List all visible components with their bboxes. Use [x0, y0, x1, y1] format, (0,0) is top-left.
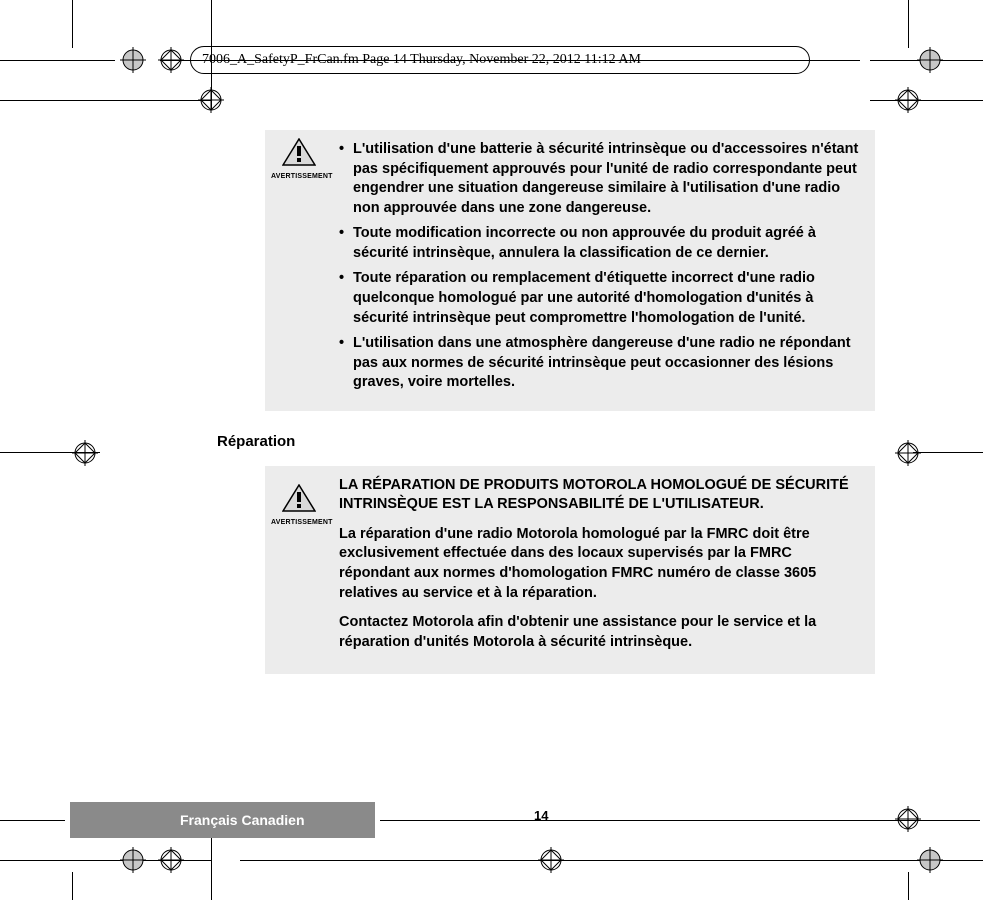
registration-mark-icon	[917, 847, 943, 873]
warning-bullet-list: L'utilisation d'une batterie à sécurité …	[339, 140, 861, 393]
registration-mark-icon	[895, 440, 921, 466]
crop-line	[380, 820, 980, 821]
registration-mark-icon	[120, 847, 146, 873]
bullet-item: L'utilisation dans une atmosphère danger…	[339, 334, 861, 393]
registration-mark-icon	[158, 47, 184, 73]
warning-label: AVERTISSEMENT	[271, 173, 327, 180]
crop-line	[211, 828, 212, 900]
crop-line	[0, 60, 115, 61]
crop-line	[0, 820, 65, 821]
bullet-item: Toute réparation ou remplacement d'étiqu…	[339, 269, 861, 328]
warning-icon-block: AVERTISSEMENT	[271, 138, 327, 180]
language-tab-label: Français Canadien	[180, 812, 305, 828]
registration-mark-icon	[120, 47, 146, 73]
warning-para: Contactez Motorola afin d'obtenir une as…	[339, 613, 861, 652]
crop-line	[913, 452, 983, 453]
page-number: 14	[534, 808, 548, 823]
warning-box-1: AVERTISSEMENT L'utilisation d'une batter…	[265, 130, 875, 411]
crop-line	[908, 872, 909, 900]
crop-line	[0, 100, 211, 101]
crop-line	[72, 0, 73, 48]
crop-line	[240, 860, 983, 861]
crop-line	[72, 872, 73, 900]
language-tab: Français Canadien	[70, 802, 375, 838]
warning-para: La réparation d'une radio Motorola homol…	[339, 525, 861, 603]
warning-box-2: AVERTISSEMENT LA RÉPARATION DE PRODUITS …	[265, 466, 875, 675]
registration-mark-icon	[538, 847, 564, 873]
section-heading: Réparation	[217, 433, 875, 450]
registration-mark-icon	[895, 806, 921, 832]
warning-triangle-icon	[282, 484, 316, 512]
crop-line	[908, 0, 909, 48]
warning-triangle-icon	[282, 138, 316, 166]
registration-mark-icon	[158, 847, 184, 873]
registration-mark-icon	[72, 440, 98, 466]
content-area: AVERTISSEMENT L'utilisation d'une batter…	[265, 130, 875, 696]
warning-paragraphs: LA RÉPARATION DE PRODUITS MOTOROLA HOMOL…	[339, 476, 861, 653]
warning-icon-block: AVERTISSEMENT	[271, 484, 327, 526]
registration-mark-icon	[198, 87, 224, 113]
crop-line	[870, 100, 983, 101]
registration-mark-icon	[895, 87, 921, 113]
bullet-item: L'utilisation d'une batterie à sécurité …	[339, 140, 861, 218]
header-running-text: 7006_A_SafetyP_FrCan.fm Page 14 Thursday…	[202, 52, 641, 68]
registration-mark-icon	[917, 47, 943, 73]
bullet-item: Toute modification incorrecte ou non app…	[339, 224, 861, 263]
warning-label: AVERTISSEMENT	[271, 519, 327, 526]
warning-para: LA RÉPARATION DE PRODUITS MOTOROLA HOMOL…	[339, 476, 861, 515]
